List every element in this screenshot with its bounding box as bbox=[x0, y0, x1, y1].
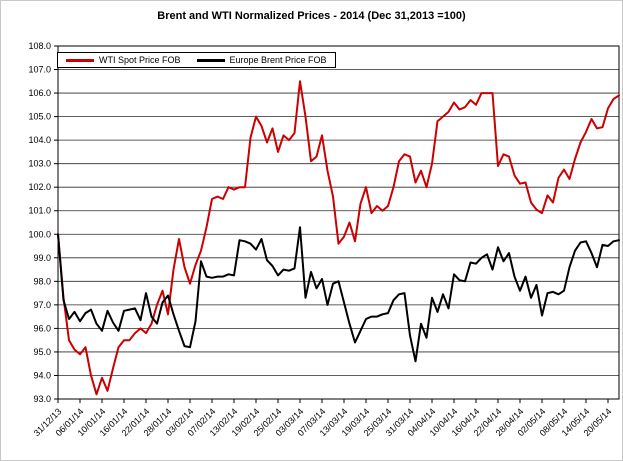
brent-line-swatch bbox=[196, 58, 225, 62]
brent-series-line bbox=[57, 226, 620, 363]
y-tick-label: 100.0 bbox=[28, 229, 51, 239]
legend-label-brent: Europe Brent Price FOB bbox=[229, 55, 327, 65]
wti-series-line bbox=[57, 80, 620, 396]
y-tick-label: 107.0 bbox=[28, 65, 51, 75]
y-tick-label: 93.0 bbox=[33, 394, 51, 404]
legend-item-wti: WTI Spot Price FOB bbox=[66, 55, 181, 65]
y-tick-label: 106.0 bbox=[28, 88, 51, 98]
y-tick-label: 98.0 bbox=[33, 276, 51, 286]
y-tick-label: 94.0 bbox=[33, 370, 51, 380]
x-axis-labels: 31/12/1306/01/1410/01/1416/01/1422/01/14… bbox=[32, 406, 614, 438]
y-tick-label: 108.0 bbox=[28, 41, 51, 51]
y-tick-label: 95.0 bbox=[33, 347, 51, 357]
y-tick-label: 102.0 bbox=[28, 182, 51, 192]
y-axis-labels: 108.0 107.0 106.0 105.0 104.0 103.0 102.0 101.0… bbox=[28, 41, 51, 404]
chart-legend: WTI Spot Price FOB Europe Brent Price FO… bbox=[57, 52, 336, 68]
y-tick-label: 103.0 bbox=[28, 159, 51, 169]
legend-label-wti: WTI Spot Price FOB bbox=[99, 55, 181, 65]
y-tick-label: 105.0 bbox=[28, 112, 51, 122]
wti-line-swatch bbox=[66, 58, 94, 62]
series-lines bbox=[57, 80, 620, 396]
chart-title: Brent and WTI Normalized Prices - 2014 (… bbox=[157, 10, 466, 22]
legend-item-brent: Europe Brent Price FOB bbox=[196, 55, 327, 65]
y-tick-label: 99.0 bbox=[33, 253, 51, 263]
y-tick-label: 101.0 bbox=[28, 206, 51, 216]
y-tick-label: 96.0 bbox=[33, 323, 51, 333]
y-tick-label: 104.0 bbox=[28, 135, 51, 145]
y-tick-label: 97.0 bbox=[33, 300, 51, 310]
